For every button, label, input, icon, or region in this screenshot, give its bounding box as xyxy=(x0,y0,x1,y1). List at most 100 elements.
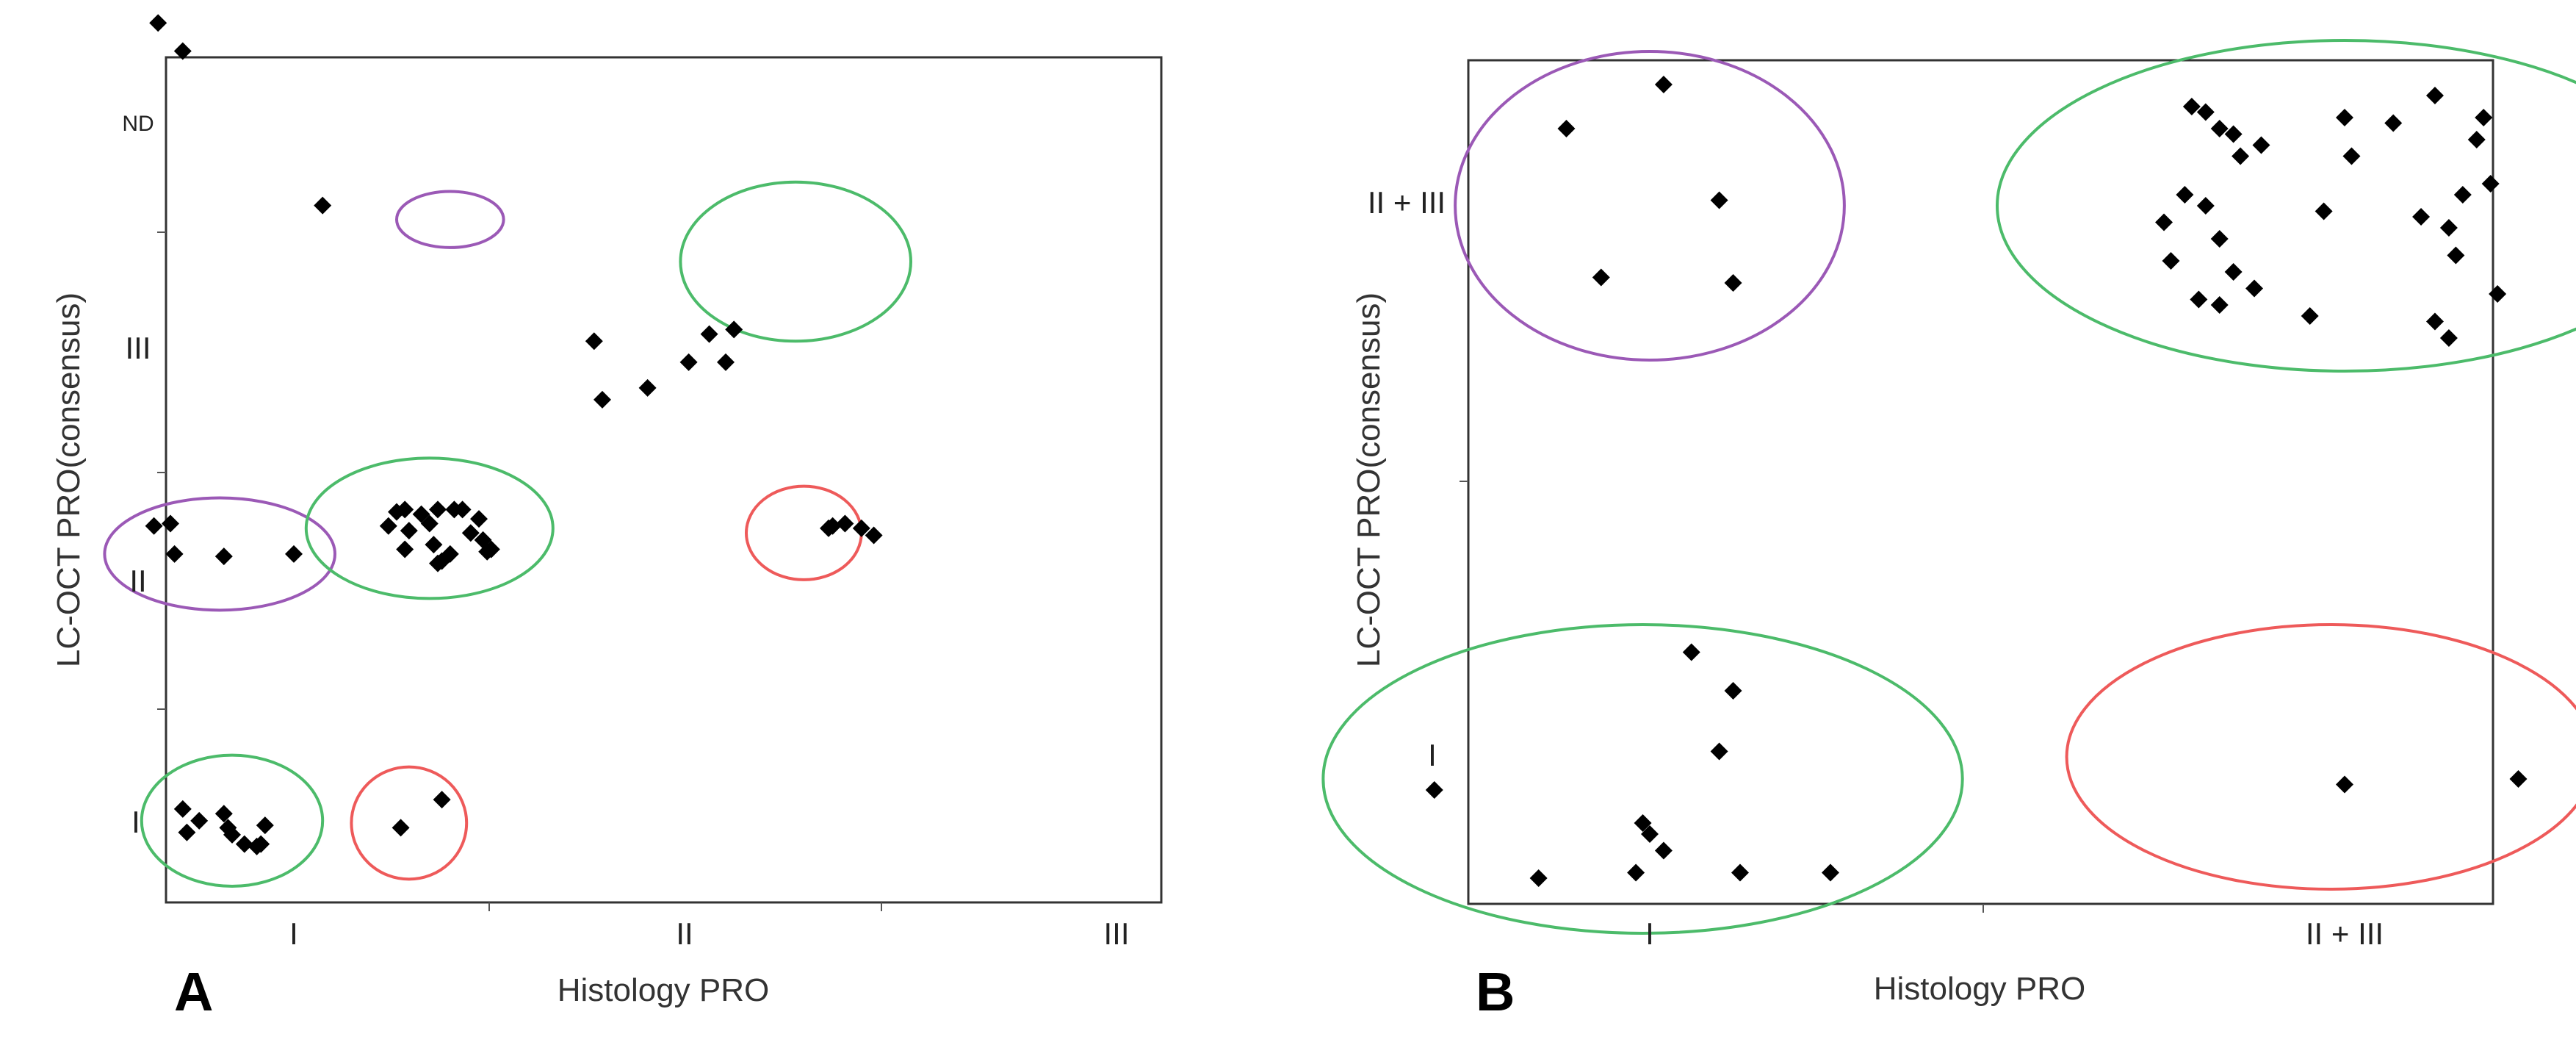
panel-b-data-point xyxy=(2336,109,2353,126)
panel-b-data-point xyxy=(2315,202,2333,220)
panel-a-data-point xyxy=(725,320,743,339)
panel-a-cluster-ellipse xyxy=(103,496,337,612)
panel-b-data-point xyxy=(2412,208,2431,226)
panel-a-cluster-ellipse xyxy=(679,180,912,343)
panel-b-data-point xyxy=(1710,191,1728,209)
panel-b-data-point xyxy=(1641,825,1659,843)
panel-b-letter: B xyxy=(1476,961,1515,1022)
panel-b-data-point xyxy=(2439,219,2458,237)
panel-b-data-point xyxy=(2224,263,2243,281)
panel-b-data-point xyxy=(1592,268,1610,287)
panel-b-xtick-label-2: II + III xyxy=(2306,916,2384,951)
panel-b-data-point xyxy=(1634,814,1652,832)
panel-a-data-point xyxy=(165,545,184,563)
panel-b-data-point xyxy=(2232,147,2250,165)
panel-a-data-point xyxy=(396,500,414,519)
panel-b-data-point xyxy=(2425,87,2444,104)
panel-b-data-point xyxy=(1557,120,1576,137)
panel-a-data-point xyxy=(145,517,163,535)
panel-b-data-point xyxy=(1724,274,1742,292)
panel-a-data-point xyxy=(585,332,603,351)
panel-b-y-axis-title: LC-OCT PRO(consensus) xyxy=(1351,292,1387,667)
panel-a-data-point xyxy=(214,805,233,823)
panel-a-xtick-label-3: III xyxy=(1103,916,1129,951)
panel-b-data-point xyxy=(2190,290,2208,309)
panel-a-data-point xyxy=(173,800,192,818)
panel-b-data-point xyxy=(2196,103,2215,121)
panel-a-data-point xyxy=(214,547,233,566)
panel-b-data-point xyxy=(1821,863,1839,882)
panel-a-data-point xyxy=(314,196,332,215)
panel-a-data-point xyxy=(865,526,883,545)
panel-a-data-point xyxy=(256,816,274,835)
panel-a-letter: A xyxy=(174,961,213,1022)
panel-a-data-point xyxy=(852,519,870,537)
panel-b-cluster-ellipse xyxy=(1996,39,2576,373)
panel-a-data-point xyxy=(235,835,253,853)
panel-a-data-point xyxy=(173,42,192,60)
panel-a-cluster-ellipse xyxy=(140,753,325,888)
panel-b-data-point xyxy=(2155,213,2173,231)
panel-b-data-point xyxy=(2162,252,2180,270)
panel-b-points xyxy=(1425,76,2528,887)
panel-a-data-point xyxy=(162,514,179,533)
panel-b-data-point xyxy=(2509,770,2528,788)
panel-a-data-point xyxy=(594,390,611,409)
panel-b-ytick-label-1: I xyxy=(1428,738,1437,772)
panel-a-plot-frame xyxy=(165,56,1163,904)
panel-b-clusters xyxy=(1321,39,2576,935)
panel-a-data-point xyxy=(700,325,718,343)
panel-a-cluster-ellipse xyxy=(745,484,863,581)
panel-a-data-point xyxy=(420,514,439,533)
panel-a-data-point xyxy=(453,500,472,519)
panel-a-data-point xyxy=(461,524,480,542)
panel-a-ytick-label-3: III xyxy=(125,331,151,365)
panel-a-data-point xyxy=(400,522,418,540)
panel-b-data-point xyxy=(2176,186,2194,204)
panel-b-ytick-label-2: II + III xyxy=(1368,185,1446,220)
panel-a-cluster-ellipse xyxy=(350,765,469,881)
panel-a-data-point xyxy=(429,500,447,519)
panel-b-x-axis-title: Histology PRO xyxy=(1874,971,2086,1007)
panel-a-points xyxy=(145,14,883,855)
panel-b-data-point xyxy=(2481,175,2500,193)
panel-a-data-point xyxy=(433,791,451,809)
panel-a-data-point xyxy=(392,819,410,837)
panel-b-data-point xyxy=(2439,329,2458,347)
panel-b-data-point xyxy=(2301,307,2319,325)
panel-b-data-point xyxy=(1682,643,1700,661)
panel-b-cluster-ellipse xyxy=(1321,623,1964,935)
panel-a-data-point xyxy=(638,378,657,397)
panel-a-data-point xyxy=(149,14,167,32)
panel-a-ytick-label-2: II xyxy=(129,564,146,598)
panel-b-data-point xyxy=(2467,131,2486,148)
panel-b-minor-ticks xyxy=(1460,481,1984,913)
panel-b-data-point xyxy=(2447,246,2465,265)
panel-a-xtick-label-2: II xyxy=(676,916,693,951)
panel-b-data-point xyxy=(1425,781,1443,799)
panel-b-data-point xyxy=(2210,120,2229,137)
panel-b-data-point xyxy=(2252,136,2270,154)
panel-a-data-point xyxy=(190,811,209,830)
panel-b-data-point xyxy=(2425,312,2444,331)
panel-a-data-point xyxy=(433,552,451,570)
panel-a-x-axis-title: Histology PRO xyxy=(558,972,770,1008)
panel-b-data-point xyxy=(2245,279,2264,298)
panel-a-data-point xyxy=(252,835,270,853)
panel-a-data-point xyxy=(470,510,488,528)
panel-a-clusters xyxy=(103,180,912,888)
panel-a-data-point xyxy=(717,353,735,371)
panel-a-data-point xyxy=(396,540,414,558)
panel-b-data-point xyxy=(1724,682,1742,700)
panel-b-data-point xyxy=(2342,147,2361,165)
panel-a: I II III I II III ND Histology PRO LC-OC… xyxy=(51,14,1163,1022)
panel-b-cluster-ellipse xyxy=(2065,623,2576,891)
panel-b: I II + III I II + III Histology PRO LC-O… xyxy=(1321,39,2576,1022)
panel-a-cluster-ellipse xyxy=(304,456,555,600)
panel-b-cluster-ellipse xyxy=(1454,50,1846,362)
panel-b-data-point xyxy=(2489,285,2507,303)
panel-b-data-point xyxy=(1710,742,1728,761)
panel-a-ytick-label-1: I xyxy=(131,805,140,839)
panel-b-data-point xyxy=(2336,775,2353,794)
